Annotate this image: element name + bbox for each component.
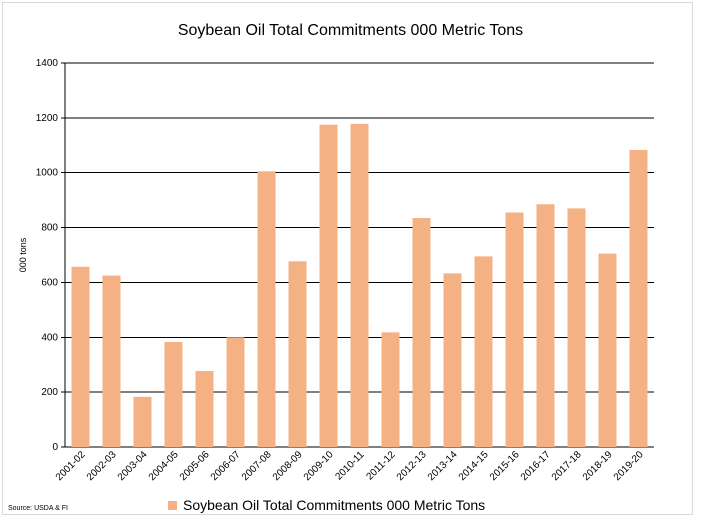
bar <box>412 217 431 447</box>
x-tick-label: 2016-17 <box>519 449 553 483</box>
x-tick-label: 2019-20 <box>612 449 646 483</box>
y-tick-label: 0 <box>52 442 58 453</box>
y-tick-label: 200 <box>41 387 58 398</box>
bar <box>226 337 245 447</box>
y-tick-label: 1400 <box>36 58 59 69</box>
bar <box>71 266 90 447</box>
bar <box>598 253 617 447</box>
x-tick-label: 2002-03 <box>85 449 119 483</box>
x-tick-label: 2009-10 <box>302 449 336 483</box>
bar <box>381 332 400 447</box>
y-tick-label: 1200 <box>36 113 59 124</box>
bar <box>195 371 214 447</box>
bar <box>288 261 307 447</box>
x-tick-label: 2017-18 <box>550 449 584 483</box>
bar <box>536 204 555 447</box>
x-tick-label: 2010-11 <box>333 449 367 483</box>
legend-swatch <box>168 500 177 510</box>
bar <box>350 123 369 448</box>
x-tick-label: 2011-12 <box>364 449 398 483</box>
x-tick-label: 2001-02 <box>54 449 88 483</box>
x-tick-label: 2008-09 <box>271 449 305 483</box>
y-tick-label: 400 <box>41 332 58 343</box>
source-note: Source: USDA & FI <box>8 505 68 512</box>
bar <box>505 212 524 447</box>
x-tick-label: 2013-14 <box>426 449 460 483</box>
chart-title: Soybean Oil Total Commitments 000 Metric… <box>177 22 524 39</box>
y-tick-label: 600 <box>41 277 58 288</box>
x-tick-label: 2004-05 <box>147 449 181 483</box>
legend: Soybean Oil Total Commitments 000 Metric… <box>168 496 485 514</box>
y-tick-label: 1000 <box>36 168 59 179</box>
x-tick-label: 2003-04 <box>116 449 150 483</box>
bar <box>567 208 586 447</box>
x-tick-label: 2007-08 <box>240 449 274 483</box>
y-axis-label: 000 tons <box>18 237 28 272</box>
x-tick-label: 2006-07 <box>209 449 243 483</box>
x-tick-label: 2018-19 <box>581 449 615 483</box>
x-tick-label: 2015-16 <box>488 449 522 483</box>
bar <box>474 256 493 447</box>
bar <box>319 124 338 447</box>
bar <box>102 275 121 447</box>
bar <box>443 273 462 447</box>
bar <box>629 149 648 447</box>
chart-frame <box>2 2 693 515</box>
bar <box>164 341 183 447</box>
y-tick-label: 800 <box>41 223 58 234</box>
bar <box>257 171 276 448</box>
bar <box>133 396 152 447</box>
x-tick-label: 2014-15 <box>457 449 491 483</box>
x-tick-label: 2005-06 <box>178 449 212 483</box>
x-tick-label: 2012-13 <box>395 449 429 483</box>
legend-label: Soybean Oil Total Commitments 000 Metric… <box>183 497 486 513</box>
